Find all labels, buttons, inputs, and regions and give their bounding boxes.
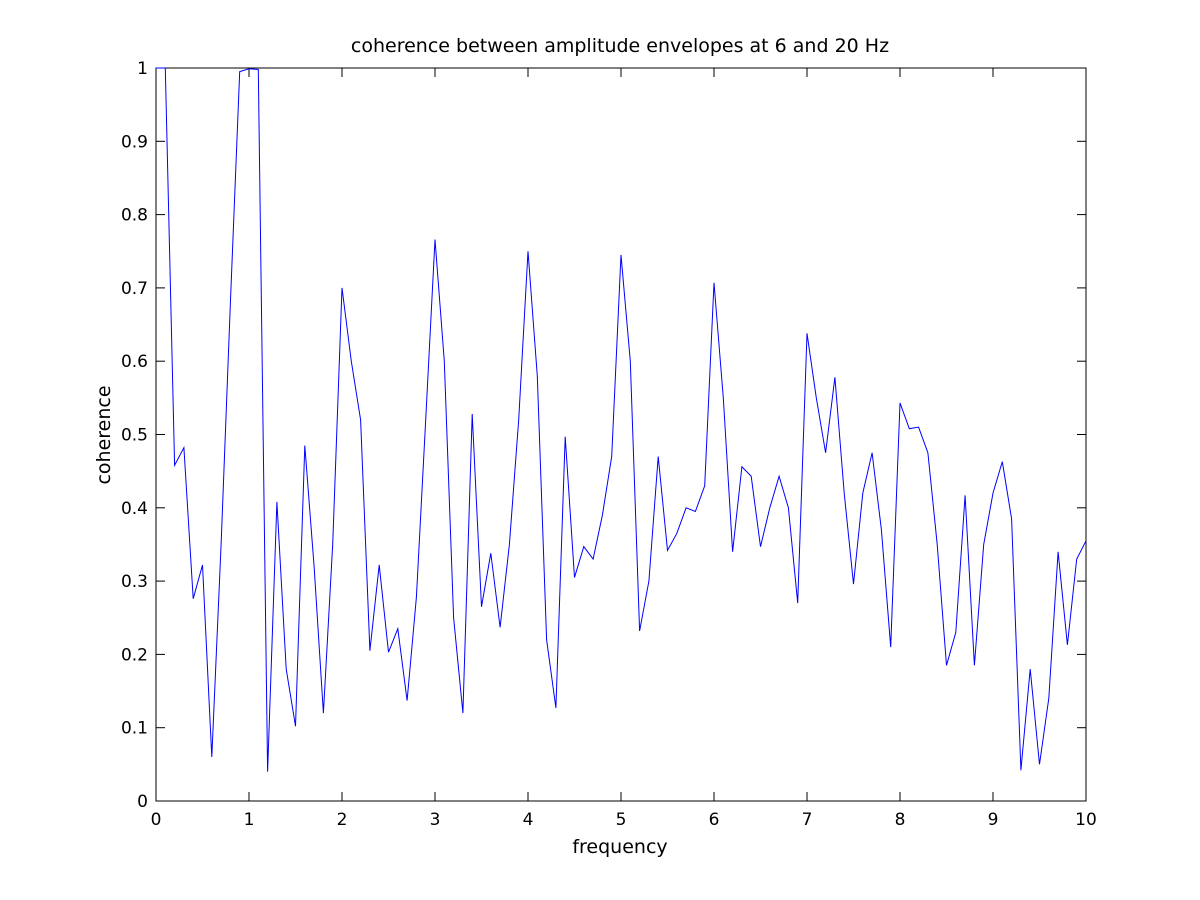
y-tick-labels: 0 0.1 0.2 0.3 0.4 0.5 0.6 0.7 0.8 0.9 1 <box>121 59 148 812</box>
y-tick-label: 0 <box>137 792 148 812</box>
series-layer <box>156 67 1087 772</box>
x-tick-label: 4 <box>523 810 534 830</box>
x-tick-label: 10 <box>1075 810 1097 830</box>
x-tick-label: 0 <box>151 810 162 830</box>
x-axis-title: frequency <box>572 836 667 858</box>
y-tick-label: 0.4 <box>121 499 148 519</box>
y-tick-label: 0.3 <box>121 572 148 592</box>
y-tick-label: 0.9 <box>121 132 148 152</box>
y-tick-label: 0.8 <box>121 206 148 226</box>
y-axis-title: coherence <box>93 385 115 484</box>
x-tick-label: 7 <box>802 810 813 830</box>
x-tick-label: 8 <box>895 810 906 830</box>
chart-title: coherence between amplitude envelopes at… <box>351 35 889 57</box>
x-tick-label: 3 <box>430 810 441 830</box>
y-tick-label: 1 <box>137 59 148 79</box>
x-tick-label: 2 <box>337 810 348 830</box>
axis-ticks <box>155 67 1087 802</box>
y-tick-label: 0.1 <box>121 719 148 739</box>
x-tick-labels: 0 1 2 3 4 5 6 7 8 9 10 <box>151 810 1097 830</box>
series-line-0 <box>156 67 1087 772</box>
x-tick-label: 5 <box>616 810 627 830</box>
x-tick-label: 9 <box>988 810 999 830</box>
x-tick-label: 6 <box>709 810 720 830</box>
y-tick-label: 0.5 <box>121 426 148 446</box>
y-tick-label: 0.7 <box>121 279 148 299</box>
y-tick-label: 0.6 <box>121 352 148 372</box>
plot-area <box>155 67 1087 802</box>
x-tick-label: 1 <box>244 810 255 830</box>
y-tick-label: 0.2 <box>121 645 148 665</box>
